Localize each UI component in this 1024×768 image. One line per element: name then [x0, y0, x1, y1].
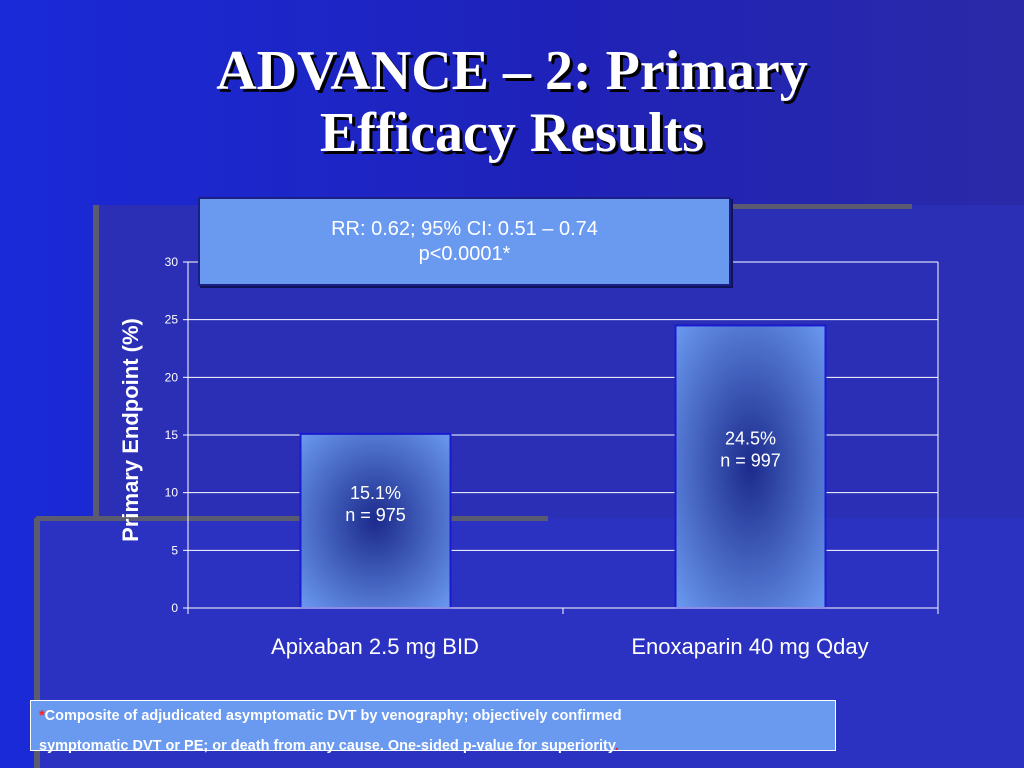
- bar-data-label: n = 975: [345, 505, 406, 525]
- y-tick-label: 0: [171, 601, 178, 615]
- relative-risk-text: RR: 0.62; 95% CI: 0.51 – 0.74: [331, 218, 598, 240]
- footnote-line-2: symptomatic DVT or PE; or death from any…: [39, 738, 615, 754]
- title-line-2: Efficacy Results: [319, 102, 705, 164]
- bar-data-label: 15.1%: [350, 483, 401, 503]
- footnote-period: .: [614, 738, 619, 754]
- y-tick-label: 15: [165, 428, 179, 442]
- panel-edge: [93, 205, 99, 520]
- panel-edge: [36, 516, 548, 521]
- y-tick-label: 20: [165, 370, 179, 384]
- y-axis-label: Primary Endpoint (%): [118, 318, 143, 542]
- panel-edge: [34, 518, 40, 768]
- footnote: *Composite of adjudicated asymptomatic D…: [30, 700, 836, 754]
- bar-data-label: n = 997: [720, 451, 781, 471]
- bar-data-label: 24.5%: [725, 429, 776, 449]
- x-category-label: Apixaban 2.5 mg BID: [271, 634, 479, 659]
- title-line-1: ADVANCE – 2: Primary: [216, 40, 808, 102]
- bar: [674, 324, 827, 609]
- footnote-line-1: Composite of adjudicated asymptomatic DV…: [44, 708, 622, 724]
- y-tick-label: 10: [165, 486, 179, 500]
- footnote-asterisk: *: [39, 708, 45, 724]
- p-value-text: p<0.0001*: [418, 243, 511, 265]
- y-tick-label: 5: [171, 543, 178, 557]
- y-tick-label: 25: [165, 313, 179, 327]
- panel-edge: [732, 204, 912, 209]
- relative-risk-box: RR: 0.62; 95% CI: 0.51 – 0.74 p<0.0001*: [198, 197, 731, 286]
- x-category-label: Enoxaparin 40 mg Qday: [631, 634, 869, 659]
- y-tick-label: 30: [165, 255, 179, 269]
- slide-title: ADVANCE – 2: Primary Efficacy Results: [0, 40, 1024, 164]
